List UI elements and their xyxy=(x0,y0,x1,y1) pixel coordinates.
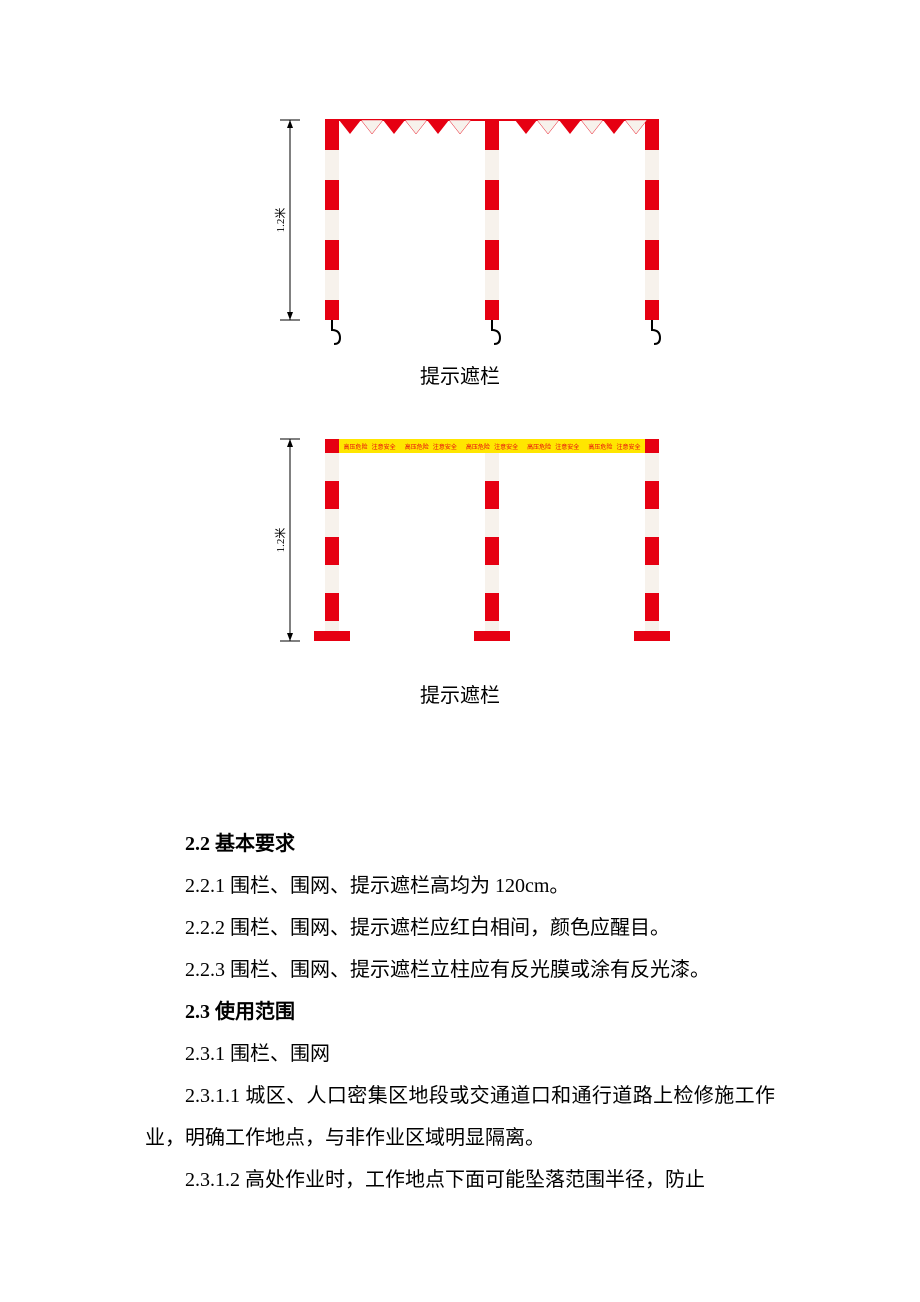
diagram-1-container: 1.2米 xyxy=(145,100,775,350)
para-2-3-1: 2.3.1 围栏、围网 xyxy=(145,1033,775,1075)
heading-2-3: 2.3 使用范围 xyxy=(145,991,775,1033)
barrier-diagram-1: 1.2米 xyxy=(235,100,685,350)
diagram-2-container: 高压危险注意安全高压危险注意安全高压危险注意安全高压危险注意安全高压危险注意安全… xyxy=(145,419,775,669)
svg-text:1.2米: 1.2米 xyxy=(274,208,287,233)
para-2-3-1-2: 2.3.1.2 高处作业时，工作地点下面可能坠落范围半径，防止 xyxy=(145,1159,775,1201)
svg-text:高压危险: 高压危险 xyxy=(588,443,612,451)
svg-text:高压危险: 高压危险 xyxy=(466,443,490,451)
para-2-2-3: 2.2.3 围栏、围网、提示遮栏立柱应有反光膜或涂有反光漆。 xyxy=(145,949,775,991)
svg-text:注意安全: 注意安全 xyxy=(494,443,518,451)
svg-text:注意安全: 注意安全 xyxy=(555,443,579,451)
svg-text:高压危险: 高压危险 xyxy=(344,443,368,451)
svg-text:1.2米: 1.2米 xyxy=(274,528,287,553)
heading-2-2: 2.2 基本要求 xyxy=(145,823,775,865)
diagram-1-caption: 提示遮栏 xyxy=(145,360,775,389)
diagram-2-caption: 提示遮栏 xyxy=(145,679,775,708)
para-2-2-2: 2.2.2 围栏、围网、提示遮栏应红白相间，颜色应醒目。 xyxy=(145,907,775,949)
svg-text:注意安全: 注意安全 xyxy=(433,443,457,451)
para-2-2-1: 2.2.1 围栏、围网、提示遮栏高均为 120cm。 xyxy=(145,865,775,907)
svg-text:高压危险: 高压危险 xyxy=(405,443,429,451)
svg-text:注意安全: 注意安全 xyxy=(616,443,640,451)
para-2-3-1-1: 2.3.1.1 城区、人口密集区地段或交通道口和通行道路上检修施工作业，明确工作… xyxy=(145,1075,775,1159)
barrier-diagram-2: 高压危险注意安全高压危险注意安全高压危险注意安全高压危险注意安全高压危险注意安全… xyxy=(235,419,685,669)
text-body: 2.2 基本要求 2.2.1 围栏、围网、提示遮栏高均为 120cm。 2.2.… xyxy=(145,823,775,1201)
svg-text:高压危险: 高压危险 xyxy=(527,443,551,451)
svg-text:注意安全: 注意安全 xyxy=(372,443,396,451)
